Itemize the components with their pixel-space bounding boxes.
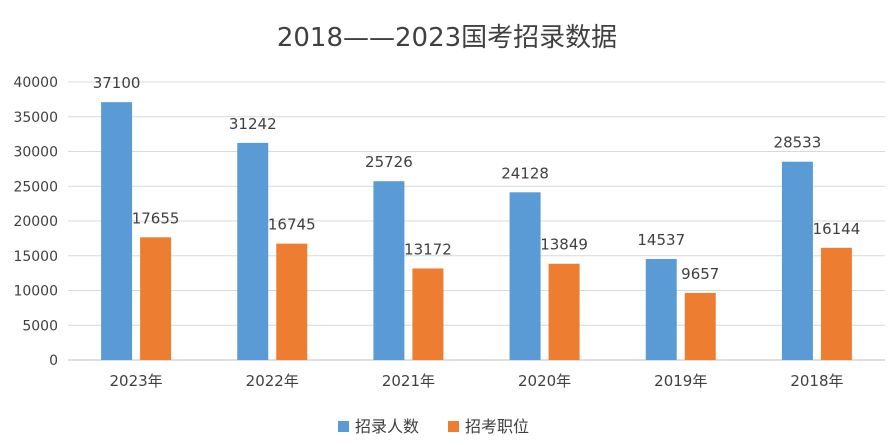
bar-recruits xyxy=(237,142,269,360)
axes: 0 5000 10000 15000 20000 25000 30000 35000 40000… xyxy=(13,75,885,390)
y-tick-label: 25000 xyxy=(13,179,58,195)
gridlines xyxy=(68,81,885,361)
bar-positions xyxy=(276,243,308,360)
bar-positions xyxy=(412,268,444,360)
legend-swatch xyxy=(338,421,349,432)
bar-recruits xyxy=(645,258,677,360)
data-label: 13849 xyxy=(540,236,588,254)
bar-recruits xyxy=(373,181,405,360)
x-tick-label: 2019年 xyxy=(654,372,707,390)
bar-positions xyxy=(140,237,172,360)
bar-positions xyxy=(548,263,580,360)
bar-recruits xyxy=(509,192,541,360)
data-label: 37100 xyxy=(93,74,141,92)
legend-label: 招考职位 xyxy=(465,417,529,436)
data-labels: 37100 17655 31242 16745 25726 13172 24128 13849… xyxy=(93,74,861,283)
data-label: 28533 xyxy=(774,134,822,152)
data-label: 16144 xyxy=(813,220,861,238)
y-tick-label: 40000 xyxy=(13,75,58,91)
data-label: 17655 xyxy=(132,209,180,227)
data-label: 9657 xyxy=(681,265,719,283)
y-tick-label: 20000 xyxy=(13,214,58,230)
bar-positions xyxy=(684,292,716,360)
y-tick-label: 35000 xyxy=(13,110,58,126)
x-tick-label: 2021年 xyxy=(382,372,435,390)
y-tick-label: 5000 xyxy=(22,318,58,334)
data-label: 13172 xyxy=(404,240,452,258)
legend: 招录人数 招考职位 xyxy=(338,417,529,436)
y-tick-label: 30000 xyxy=(13,145,58,161)
legend-label: 招录人数 xyxy=(355,417,419,436)
data-label: 16745 xyxy=(268,216,316,234)
legend-swatch xyxy=(448,421,459,432)
bar-recruits xyxy=(781,161,813,360)
data-label: 24128 xyxy=(501,164,549,182)
x-tick-label: 2022年 xyxy=(246,372,299,390)
chart-title: 2018——2023国考招录数据 xyxy=(277,23,617,53)
bar-recruits xyxy=(101,102,133,360)
data-label: 31242 xyxy=(229,115,277,133)
bars xyxy=(101,102,852,360)
x-tick-label: 2018年 xyxy=(790,372,843,390)
x-tick-label: 2020年 xyxy=(518,372,571,390)
bar-positions xyxy=(820,247,852,360)
y-tick-label: 15000 xyxy=(13,249,58,265)
y-tick-label: 0 xyxy=(49,353,58,369)
y-tick-label: 10000 xyxy=(13,284,58,300)
data-label: 14537 xyxy=(637,231,685,249)
data-label: 25726 xyxy=(365,153,413,171)
x-tick-label: 2023年 xyxy=(109,372,162,390)
